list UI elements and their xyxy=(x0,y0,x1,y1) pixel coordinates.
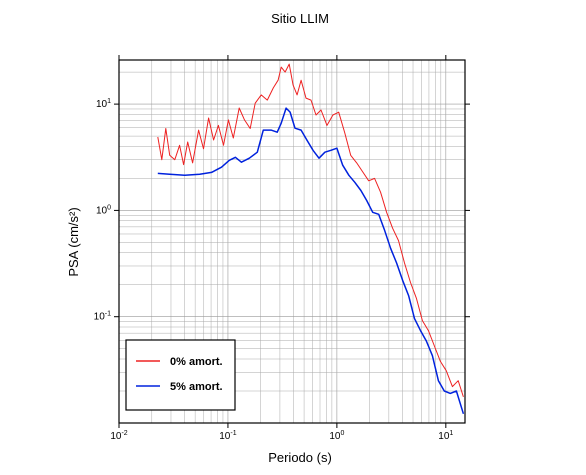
tick-exponent: -1 xyxy=(230,430,236,437)
tick-exponent: -1 xyxy=(105,311,111,318)
tick-exponent: 1 xyxy=(449,430,453,437)
tick-exponent: 0 xyxy=(340,430,344,437)
y-tick-label: 101 xyxy=(96,98,111,110)
x-tick-label: 100 xyxy=(329,430,344,442)
legend-box xyxy=(125,339,236,411)
x-axis-label: Periodo (s) xyxy=(268,450,332,465)
y-tick-label: 100 xyxy=(96,204,111,216)
tick-base: 10 xyxy=(438,431,450,442)
x-tick-label: 101 xyxy=(438,430,453,442)
tick-base: 10 xyxy=(96,205,108,216)
y-axis-label: PSA (cm/s²) xyxy=(66,207,81,276)
tick-base: 10 xyxy=(219,431,231,442)
series-line xyxy=(157,107,465,415)
tick-base: 10 xyxy=(94,312,106,323)
x-tick-label: 10-2 xyxy=(110,430,127,442)
legend-label: 0% amort. xyxy=(170,356,223,368)
tick-base: 10 xyxy=(329,431,341,442)
tick-exponent: -2 xyxy=(121,430,127,437)
tick-exponent: 1 xyxy=(107,98,111,105)
x-tick-label: 10-1 xyxy=(219,430,236,442)
y-tick-label: 10-1 xyxy=(94,311,111,323)
tick-base: 10 xyxy=(110,431,122,442)
tick-base: 10 xyxy=(96,99,108,110)
tick-exponent: 0 xyxy=(107,204,111,211)
legend-label: 5% amort. xyxy=(170,381,223,393)
series-line xyxy=(157,63,464,398)
plot-frame xyxy=(118,59,466,424)
chart-title: Sitio LLIM xyxy=(271,11,329,26)
